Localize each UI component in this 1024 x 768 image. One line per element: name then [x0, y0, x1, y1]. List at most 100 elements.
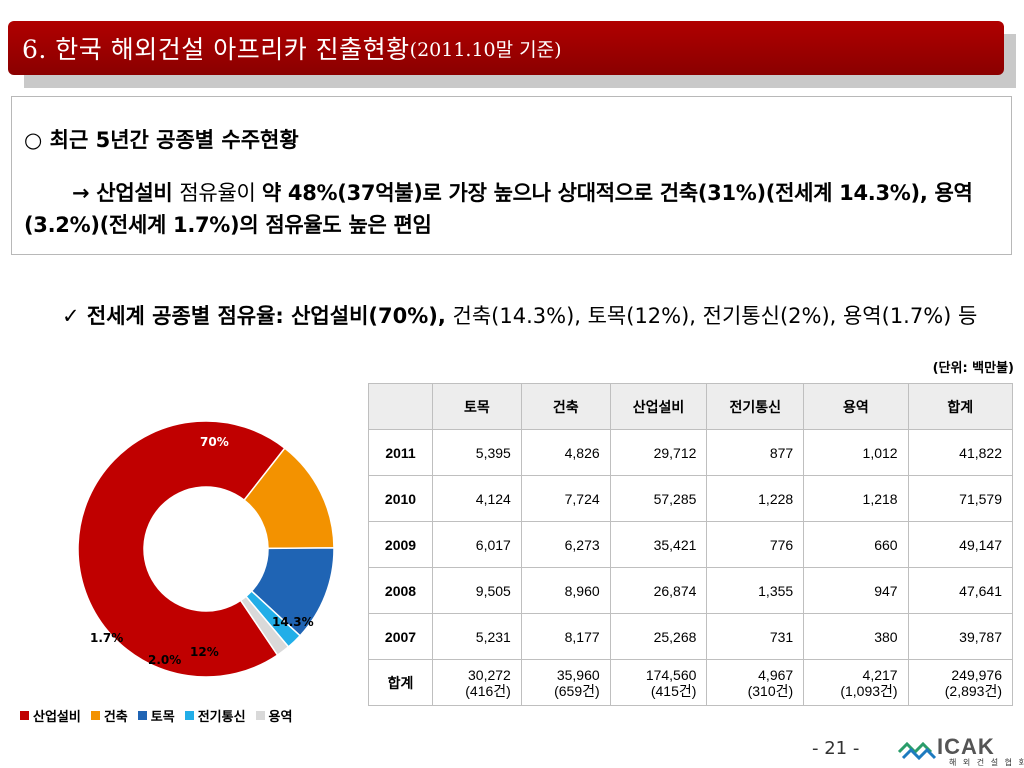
legend-item: 용역	[255, 706, 293, 725]
worldwide-share-bold: ✓ 전세계 공종별 점유율: 산업설비(70%),	[62, 304, 446, 328]
legend-item: 토목	[137, 706, 175, 725]
donut-label-4: 2.0%	[148, 653, 181, 667]
table-cell: 5,395	[432, 429, 522, 476]
donut-label-5: 1.7%	[90, 631, 123, 645]
unit-label: (단위: 백만불)	[932, 361, 1014, 376]
summary-heading: ○ 최근 5년간 공종별 수주현황	[24, 128, 299, 152]
legend-item: 전기통신	[184, 706, 246, 725]
table-cell-year: 2011	[368, 429, 433, 476]
table-cell: 5,231	[432, 613, 522, 660]
total-count: (416건)	[465, 682, 511, 699]
legend-swatch	[255, 711, 265, 720]
summary-body: → 산업설비 점유율이 약 48%(37억불)로 가장 높으나 상대적으로 건축…	[24, 177, 1004, 241]
legend-label: 산업설비	[33, 710, 81, 725]
table-cell: 71,579	[907, 475, 1014, 522]
table-cell: 4,124	[432, 475, 522, 522]
table-row: 2010 4,124 7,724 57,285 1,228 1,218 71,5…	[368, 475, 1014, 522]
summary-body-normal: 점유율이	[179, 181, 262, 205]
donut-label-1: 70%	[200, 435, 229, 449]
summary-body-pre: → 산업설비	[72, 181, 180, 205]
summary-box: ○ 최근 5년간 공종별 수주현황 → 산업설비 점유율이 약 48%(37억불…	[11, 96, 1012, 255]
legend-label: 토목	[150, 710, 175, 725]
table-header-cell: 토목	[432, 383, 522, 430]
table-cell: 9,505	[432, 567, 522, 614]
table-cell: 1,012	[803, 429, 909, 476]
table-cell-year: 2008	[368, 567, 433, 614]
table-cell-total: 249,976 (2,893건)	[907, 659, 1014, 706]
legend-swatch	[137, 711, 147, 720]
table-cell: 1,355	[706, 567, 805, 614]
total-amount: 174,560	[645, 666, 697, 683]
table-cell: 4,826	[520, 429, 611, 476]
table-row: 2008 9,505 8,960 26,874 1,355 947 47,641	[368, 567, 1014, 614]
table-header-cell: 합계	[907, 383, 1014, 430]
table-cell-year: 2010	[368, 475, 433, 522]
table-cell: 8,177	[520, 613, 611, 660]
page-title: 6. 한국 해외건설 아프리카 진출현황	[22, 35, 410, 64]
table-cell: 49,147	[907, 521, 1014, 568]
legend-swatch	[90, 711, 100, 720]
contract-table: 토목 건축 산업설비 전기통신 용역 합계 2011 5,395 4,826 2…	[368, 383, 1014, 706]
table-header-cell: 산업설비	[609, 383, 708, 430]
table-cell-year: 2007	[368, 613, 433, 660]
legend-item: 산업설비	[20, 706, 81, 725]
table-cell: 380	[803, 613, 909, 660]
table-cell: 7,724	[520, 475, 611, 522]
donut-label-2: 14.3%	[272, 615, 314, 629]
table-cell: 57,285	[609, 475, 708, 522]
table-cell: 6,017	[432, 521, 522, 568]
legend-swatch	[20, 711, 29, 720]
table-cell: 35,421	[609, 521, 708, 568]
table-cell-total: 4,967 (310건)	[706, 659, 805, 706]
table-header-cell	[368, 383, 433, 430]
table-row: 2009 6,017 6,273 35,421 776 660 49,147	[368, 521, 1014, 568]
table-cell: 660	[803, 521, 909, 568]
table-cell: 25,268	[609, 613, 708, 660]
table-row: 2007 5,231 8,177 25,268 731 380 39,787	[368, 613, 1014, 660]
table-cell-total-label: 합계	[368, 659, 433, 706]
table-cell: 731	[706, 613, 805, 660]
worldwide-share-donut-chart: 70% 14.3% 12% 2.0% 1.7%	[77, 420, 335, 678]
table-cell: 39,787	[907, 613, 1014, 660]
total-count: (659건)	[554, 682, 600, 699]
table-cell: 6,273	[520, 521, 611, 568]
table-cell-total: 4,217 (1,093건)	[803, 659, 909, 706]
table-header-cell: 건축	[520, 383, 611, 430]
summary-body-post: 약 48%(37억불)로 가장 높으나 상대적으로 건축(31%)(전세계 14…	[24, 181, 973, 237]
total-amount: 4,217	[862, 666, 898, 683]
icak-logo-mark	[897, 741, 937, 761]
worldwide-share-rest: 건축(14.3%), 토목(12%), 전기통신(2%), 용역(1.7%) 등	[445, 304, 978, 328]
page-number: - 21 -	[812, 738, 860, 759]
table-cell: 877	[706, 429, 805, 476]
total-amount: 249,976	[951, 666, 1002, 683]
table-cell: 947	[803, 567, 909, 614]
total-count: (415건)	[650, 682, 697, 699]
legend-label: 건축	[103, 710, 128, 725]
table-cell: 1,228	[706, 475, 805, 522]
logo-text: ICAK	[937, 734, 995, 759]
total-count: (310건)	[747, 682, 794, 699]
legend-label: 전기통신	[197, 710, 246, 725]
donut-slice-5	[239, 595, 290, 657]
page-title-date: (2011.10말 기준)	[409, 38, 562, 61]
donut-label-3: 12%	[190, 645, 219, 659]
table-cell-total: 30,272 (416건)	[432, 659, 522, 706]
table-cell: 776	[706, 521, 805, 568]
donut-slice-1	[77, 420, 286, 678]
table-cell-total: 174,560 (415건)	[609, 659, 708, 706]
total-amount: 35,960	[556, 666, 600, 683]
logo-subtext: 해 외 건 설 협 회	[949, 758, 1024, 767]
table-cell: 26,874	[609, 567, 708, 614]
total-amount: 4,967	[758, 666, 794, 683]
total-count: (2,893건)	[944, 682, 1002, 699]
table-cell: 41,822	[907, 429, 1014, 476]
chart-legend: 산업설비 건축 토목 전기통신 용역	[20, 706, 292, 725]
worldwide-share-text: ✓ 전세계 공종별 점유율: 산업설비(70%), 건축(14.3%), 토목(…	[62, 300, 1002, 332]
table-total-row: 합계 30,272 (416건) 35,960 (659건) 174,560 (415…	[368, 659, 1014, 706]
table-cell: 29,712	[609, 429, 708, 476]
icak-logo: ICAK 해 외 건 설 협 회	[897, 734, 1024, 768]
total-amount: 30,272	[468, 666, 511, 683]
legend-item: 건축	[90, 706, 128, 725]
table-row: 2011 5,395 4,826 29,712 877 1,012 41,822	[368, 429, 1014, 476]
legend-label: 용역	[268, 710, 293, 725]
